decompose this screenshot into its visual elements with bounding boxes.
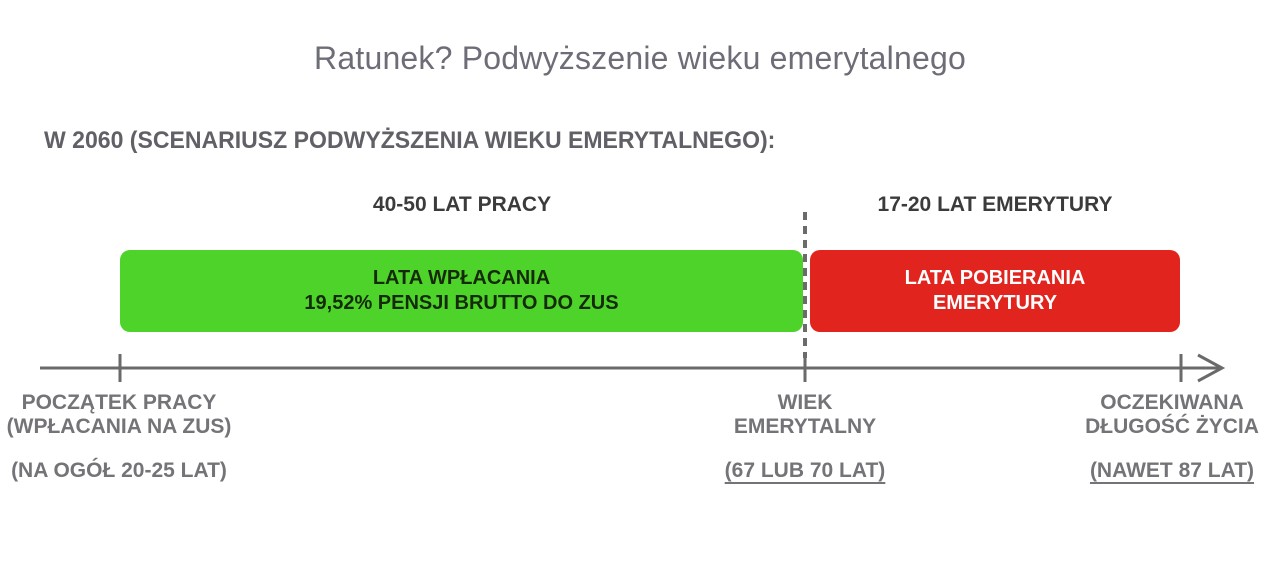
marker-retirement-value: (67 LUB 70 LAT) [724,459,886,482]
marker-retirement-label-line1: WIEK [777,391,833,414]
work-years-bar: LATA WPŁACANIA 19,52% PENSJI BRUTTO DO Z… [120,250,803,332]
marker-life-expectancy-label-line1: OCZEKIWANA [1100,391,1244,414]
page-title: Ratunek? Podwyższenie wieku emerytalnego [314,40,966,76]
retirement-age-divider-line [803,212,807,358]
marker-retirement-label-line2: EMERYTALNY [733,415,877,438]
marker-life-expectancy-value: (NAWET 87 LAT) [1089,459,1255,482]
work-duration-label: 40-50 LAT PRACY [372,193,552,216]
timeline-axis [40,353,1226,383]
arrow-head-icon [1197,353,1226,383]
marker-life-expectancy-label-line2: DŁUGOŚĆ ŻYCIA [1085,415,1259,438]
marker-start-label-line1: POCZĄTEK PRACY [21,391,217,414]
work-bar-label-line2: 19,52% PENSJI BRUTTO DO ZUS [304,292,619,314]
marker-start-label-line2: (WPŁACANIA NA ZUS) [6,415,232,438]
retirement-bar-label-line1: LATA POBIERANIA [904,267,1086,289]
marker-life-expectancy-label: OCZEKIWANA DŁUGOŚĆ ŻYCIA [1052,391,1280,439]
marker-retirement-label: WIEK EMERYTALNY [705,391,905,439]
retirement-years-bar: LATA POBIERANIA EMERYTURY [810,250,1180,332]
work-bar-label-line1: LATA WPŁACANIA [372,267,551,289]
retirement-bar-label-line2: EMERYTURY [932,292,1058,314]
marker-start-value: (NA OGÓŁ 20-25 LAT) [11,459,227,482]
scenario-heading: W 2060 (SCENARIUSZ PODWYŻSZENIA WIEKU EM… [44,127,776,154]
retirement-duration-label: 17-20 LAT EMERYTURY [877,193,1113,216]
marker-start-label: POCZĄTEK PRACY (WPŁACANIA NA ZUS) [0,391,238,439]
